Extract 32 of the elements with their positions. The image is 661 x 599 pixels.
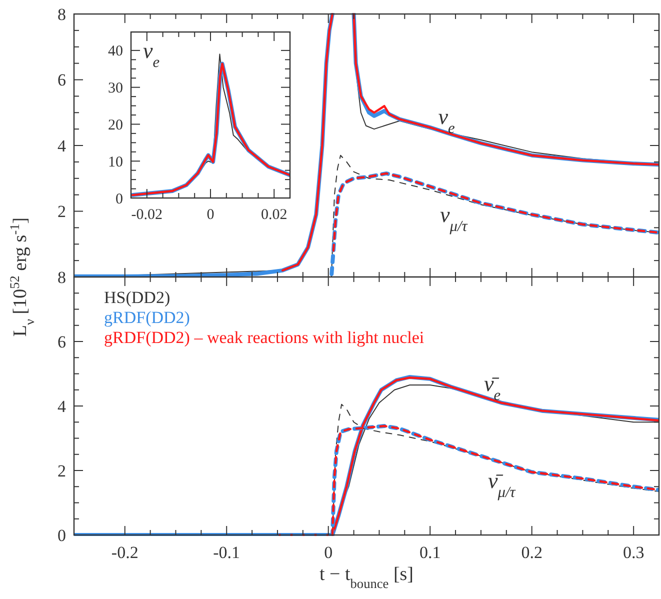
text: ν$_{e}$ [143, 38, 160, 70]
text: gRDF(DD2) [104, 308, 190, 327]
x-tick-label: 0.02 [260, 207, 288, 223]
annotation: ν$_{μ/τ}$ [440, 202, 468, 234]
annotation: ν$_{e}$ [438, 104, 455, 137]
x-axis-title: t − t$_{bounce}$ [s] [320, 564, 414, 590]
annotation: ν̄$_{μ/τ}$ [488, 468, 516, 500]
y-tick-label: 40 [108, 44, 123, 60]
x-tick-label: 0.3 [622, 543, 644, 562]
y-tick-label: 4 [58, 136, 66, 156]
y-tick-label: 2 [58, 461, 66, 480]
x-tick-label: 0 [206, 207, 214, 223]
x-tick-label: 0 [324, 543, 333, 562]
y-tick-label: 8 [58, 4, 66, 24]
y-tick-label: 20 [108, 117, 123, 134]
y-tick-label: 4 [58, 396, 66, 416]
y-tick-label: 8 [58, 268, 66, 287]
y-tick-label: 6 [58, 332, 66, 352]
y-tick-label: 2 [58, 202, 66, 222]
legend-label: HS(DD2) [104, 288, 170, 307]
y-tick-label: 0 [58, 526, 66, 545]
y-tick-label: 10 [108, 154, 123, 170]
x-tick-label: -0.1 [213, 543, 240, 562]
series-label: gRDF(DD2) – weak reactions with light nuclei [104, 328, 424, 347]
x-tick-label: 0.2 [521, 543, 542, 562]
y-tick-label: 0 [116, 191, 123, 208]
y-tick-label: 6 [58, 70, 66, 90]
y-tick-label: 30 [108, 80, 123, 97]
annotation: ν̄$_{e}$ [484, 370, 501, 404]
x-tick-label: -0.2 [111, 543, 138, 562]
x-tick-label: -0.02 [131, 207, 163, 223]
x-tick-label: 0.1 [419, 543, 441, 562]
